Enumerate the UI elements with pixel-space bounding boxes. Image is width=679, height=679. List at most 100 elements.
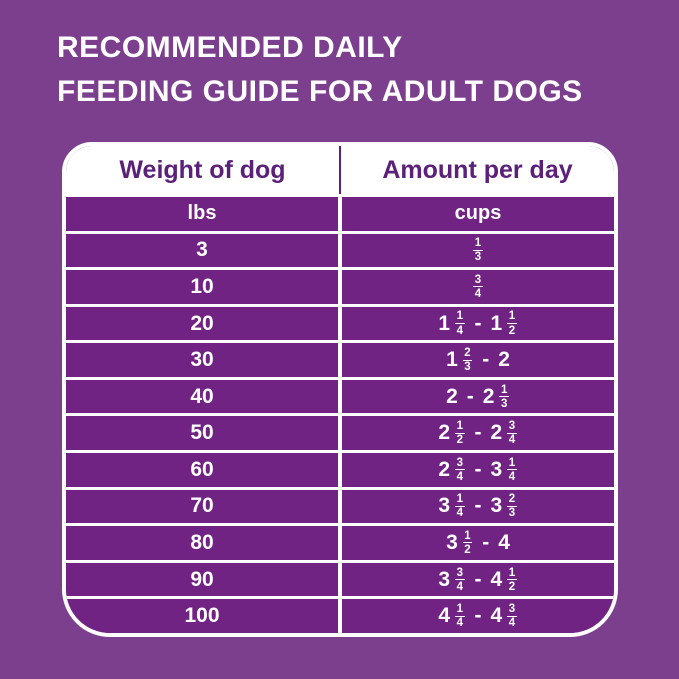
fraction-denominator: 3 [464, 361, 471, 374]
table-header-row: Weight of dog Amount per day [66, 146, 614, 194]
range-dash: - [474, 311, 482, 335]
fraction-denominator: 4 [456, 617, 463, 630]
fraction-denominator: 4 [474, 287, 482, 300]
table-row: 90 3 3 4-4 1 2 [66, 559, 614, 597]
table-row: 80 3 1 2-4 [66, 523, 614, 560]
fraction-numerator: 3 [455, 566, 465, 581]
amount-units-label: cups [338, 197, 614, 231]
fraction-numerator: 3 [507, 603, 517, 617]
whole-number: 1 [438, 311, 451, 335]
fraction-denominator: 3 [508, 507, 516, 520]
table-row: 40 2-2 1 3 [66, 376, 614, 414]
fraction-denominator: 4 [508, 434, 516, 447]
fraction-denominator: 4 [508, 470, 516, 483]
weight-cell: 80 [190, 530, 214, 554]
weight-cell: 60 [190, 457, 214, 481]
page-title: RECOMMENDED DAILY FEEDING GUIDE FOR ADUL… [57, 26, 583, 114]
whole-number: 2 [438, 421, 451, 445]
range-dash: - [474, 604, 482, 628]
whole-number: 2 [446, 384, 458, 408]
weight-cell: 50 [190, 421, 214, 445]
whole-number: 2 [498, 348, 510, 372]
table-row: 60 2 3 4-3 1 4 [66, 450, 614, 487]
range-dash: - [482, 348, 490, 372]
whole-number: 3 [490, 494, 503, 518]
whole-number: 3 [446, 530, 458, 554]
range-dash: - [474, 494, 482, 518]
whole-number: 2 [482, 384, 495, 408]
fraction-numerator: 3 [455, 456, 465, 471]
table-row: 100 4 1 4-4 3 4 [66, 596, 614, 633]
weight-cell: 3 [196, 238, 208, 262]
table-row: 10 3 4 [66, 267, 614, 304]
column-header-weight: Weight of dog [119, 155, 286, 184]
fraction-denominator: 2 [508, 324, 516, 337]
fraction-denominator: 3 [500, 397, 508, 410]
whole-number: 1 [446, 348, 458, 372]
fraction-denominator: 4 [456, 470, 463, 483]
range-dash: - [474, 421, 482, 445]
whole-number: 2 [438, 457, 451, 481]
table-row: 70 3 1 4-3 2 3 [66, 486, 614, 524]
fraction-numerator: 1 [455, 493, 465, 507]
title-line-2: FEEDING GUIDE FOR ADULT DOGS [57, 75, 583, 108]
whole-number: 2 [490, 421, 503, 445]
fraction-numerator: 1 [507, 456, 517, 471]
range-dash: - [474, 457, 482, 481]
table-row: 30 1 2 3-2 [66, 340, 614, 377]
fraction-denominator: 4 [456, 580, 463, 593]
whole-number: 4 [490, 604, 503, 628]
fraction-denominator: 4 [508, 617, 516, 630]
fraction-numerator: 1 [507, 310, 517, 325]
weight-cell: 70 [190, 494, 214, 518]
weight-cell: 100 [184, 604, 220, 628]
weight-cell: 90 [190, 567, 214, 591]
fraction-numerator: 1 [455, 420, 465, 434]
range-dash: - [474, 567, 482, 591]
title-line-1: RECOMMENDED DAILY [57, 31, 403, 64]
fraction-numerator: 1 [455, 310, 465, 325]
weight-cell: 40 [190, 384, 214, 408]
table-body: lbs cups 3 1 3 10 3 4 20 1 1 4-1 1 2 30 1 2 3-2 40 2-2 1 3 5… [66, 194, 614, 633]
fraction-numerator: 1 [455, 603, 465, 617]
fraction-denominator: 2 [464, 543, 471, 556]
weight-cell: 20 [190, 311, 214, 335]
table-row: 20 1 1 4-1 1 2 [66, 303, 614, 341]
whole-number: 4 [498, 530, 510, 554]
fraction-numerator: 1 [473, 237, 483, 251]
table-row: 50 2 1 2-2 3 4 [66, 413, 614, 451]
fraction-numerator: 3 [473, 273, 483, 288]
range-dash: - [466, 384, 474, 408]
fraction-denominator: 4 [456, 324, 463, 337]
weight-cell: 10 [190, 274, 214, 298]
whole-number: 4 [490, 567, 503, 591]
units-row: lbs cups [66, 194, 614, 231]
whole-number: 3 [490, 457, 503, 481]
